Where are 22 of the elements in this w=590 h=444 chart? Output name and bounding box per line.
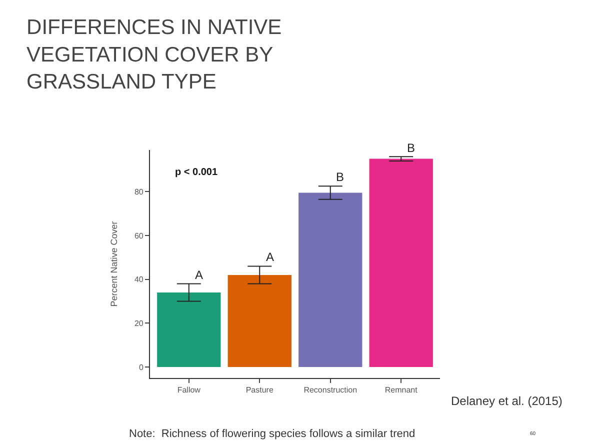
annotation: B bbox=[336, 170, 344, 184]
bar bbox=[228, 274, 292, 368]
y-axis-title: Percent Native Cover bbox=[108, 221, 119, 307]
annotation: B bbox=[407, 141, 416, 155]
annotation: A bbox=[266, 250, 274, 264]
annotation: A bbox=[195, 268, 204, 282]
chart-title: DIFFERENCES IN NATIVE VEGETATION COVER BY GRASSLAND TYPE bbox=[26, 16, 282, 94]
y-tick-label: 60 bbox=[134, 231, 144, 240]
x-tick-label: Fallow bbox=[177, 386, 201, 395]
text: Note: Richness of flowering species follows a similar trend bbox=[129, 428, 416, 440]
bar bbox=[369, 158, 433, 368]
x-tick-label: Remnant bbox=[384, 386, 418, 395]
bar bbox=[298, 192, 362, 368]
text: Delaney et al. (2015) bbox=[451, 394, 562, 408]
y-tick-label: 0 bbox=[138, 362, 144, 372]
y-tick-label: 40 bbox=[134, 275, 144, 284]
y-tick-label: 80 bbox=[134, 187, 144, 196]
x-tick-label: Pasture bbox=[246, 386, 274, 395]
annotation: p < 0.001 bbox=[175, 167, 218, 178]
y-tick-label: 20 bbox=[134, 318, 144, 328]
x-tick-label: Reconstruction bbox=[304, 386, 358, 395]
bar bbox=[157, 292, 221, 368]
